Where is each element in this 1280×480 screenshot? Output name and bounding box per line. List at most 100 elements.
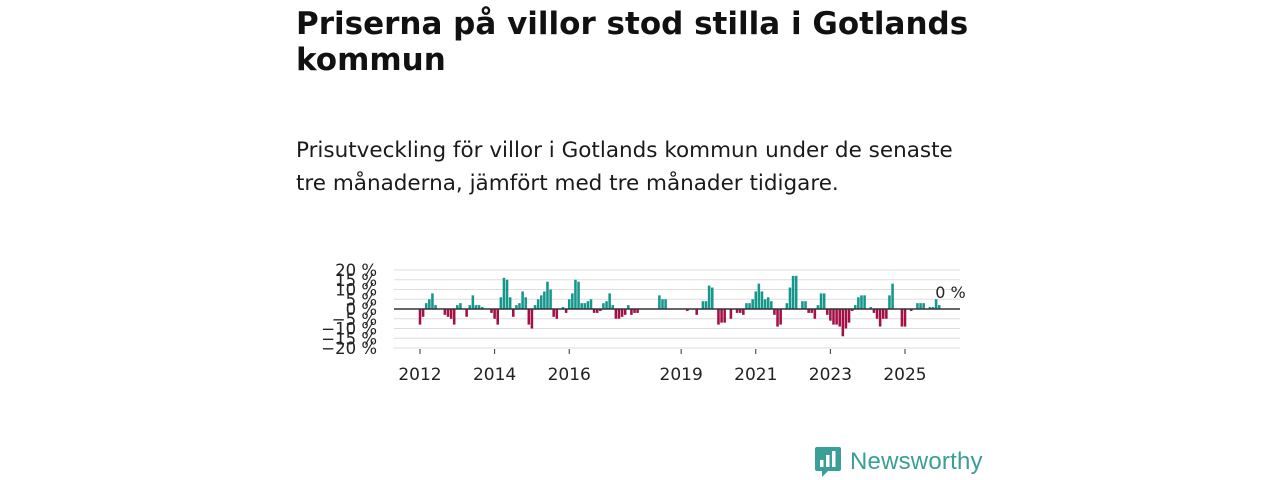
y-tick-label: 5 %: [346, 290, 377, 309]
bar: [567, 299, 571, 309]
bar: [543, 291, 546, 309]
bar: [785, 303, 789, 309]
bar: [456, 305, 459, 309]
bar: [701, 301, 705, 309]
bar: [888, 295, 891, 309]
bar: [614, 309, 618, 319]
logo-text: Newsworthy: [850, 448, 983, 475]
bar: [860, 295, 863, 309]
bar: [838, 309, 841, 327]
y-axis-tick-labels: 20 %15 %10 %5 %0 %−5 %−10 %−15 %−20 %: [321, 261, 377, 358]
bar: [552, 309, 555, 317]
x-tick-label: 2012: [398, 365, 441, 385]
y-tick-label: 20 %: [335, 261, 377, 280]
bar: [664, 299, 667, 309]
bar: [515, 305, 518, 309]
bar: [738, 309, 742, 313]
chart-title: Priserna på villor stod stilla i Gotland…: [296, 6, 969, 78]
bar: [502, 277, 506, 309]
grid-layer: [394, 269, 960, 349]
bar: [745, 303, 748, 309]
bar: [900, 309, 904, 327]
bar: [875, 309, 879, 319]
bar: [661, 299, 664, 309]
bar: [804, 301, 807, 309]
bar: [835, 309, 838, 325]
bar: [611, 305, 615, 309]
bar: [471, 295, 475, 309]
bar: [853, 305, 857, 309]
bar: [599, 309, 602, 311]
bar: [561, 307, 565, 309]
chart-subtitle: Prisutveckling för villor i Gotlands kom…: [296, 138, 953, 196]
bar: [729, 309, 733, 319]
bar: [564, 309, 568, 313]
bar: [477, 305, 481, 309]
bar: [571, 293, 574, 309]
bar: [546, 281, 549, 309]
bar: [686, 309, 689, 311]
bar: [863, 295, 866, 309]
bar: [518, 303, 521, 309]
bar: [779, 309, 782, 325]
bar: [490, 309, 493, 313]
newsworthy-logo: Newsworthy: [814, 446, 983, 478]
bar: [449, 309, 453, 319]
bar: [608, 293, 611, 309]
bar: [459, 303, 462, 309]
bar: [574, 279, 577, 309]
bar: [881, 309, 885, 319]
bar: [928, 307, 932, 309]
bar: [505, 279, 509, 309]
y-tick-label: −15 %: [321, 329, 377, 348]
y-tick-label: 15 %: [335, 271, 377, 290]
bar: [539, 295, 543, 309]
bar: [751, 299, 754, 309]
bar: [909, 309, 913, 311]
bar-chart: 20 %15 %10 %5 %0 %−5 %−10 %−15 %−20 % 20…: [321, 261, 965, 385]
bar: [446, 309, 450, 317]
bar: [773, 309, 776, 315]
bar: [521, 291, 524, 309]
bar: [474, 305, 478, 309]
y-tick-label: −5 %: [332, 310, 377, 329]
bar: [801, 301, 804, 309]
bar: [742, 309, 745, 315]
bar: [508, 297, 512, 309]
bar: [630, 309, 633, 315]
bar: [511, 309, 515, 317]
bar: [717, 309, 720, 325]
bar: [617, 309, 621, 319]
bar: [592, 309, 596, 313]
bar: [530, 309, 534, 329]
last-value-label: 0 %: [935, 283, 965, 302]
bar: [499, 297, 503, 309]
y-tick-label: 10 %: [335, 281, 377, 300]
bar: [424, 303, 428, 309]
bar: [763, 299, 767, 309]
bar: [794, 275, 798, 309]
bar: [633, 309, 636, 313]
bar: [493, 309, 496, 319]
newsworthy-logo-icon: [815, 447, 841, 477]
bar-layer: [418, 275, 941, 337]
bar: [754, 291, 758, 309]
bar: [623, 309, 627, 315]
bar: [586, 301, 590, 309]
bar: [418, 309, 422, 325]
bar: [602, 303, 605, 309]
bar: [757, 283, 761, 309]
x-tick-label: 2016: [548, 365, 591, 385]
bar: [536, 299, 540, 309]
bar: [589, 299, 593, 309]
bar: [885, 309, 888, 319]
bar: [810, 309, 814, 313]
bar: [580, 303, 583, 309]
bar: [723, 309, 726, 323]
bar: [695, 309, 698, 315]
bar: [421, 309, 425, 317]
bar: [720, 309, 723, 323]
bar: [832, 309, 835, 325]
bar: [916, 303, 919, 309]
bar: [847, 309, 851, 323]
